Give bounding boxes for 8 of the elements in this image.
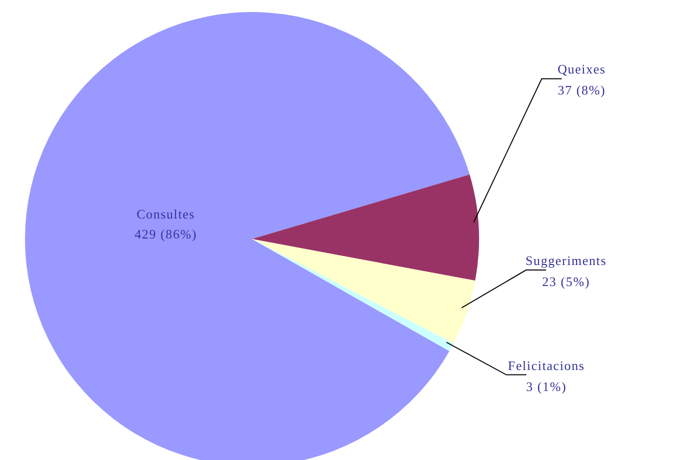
data-label: 23 (5%) (542, 274, 590, 290)
data-label: 3 (1%) (526, 378, 567, 394)
slice-label: Consultes (136, 206, 196, 222)
data-label: 429 (86%) (134, 226, 198, 242)
slice-label: Felicitacions (508, 358, 585, 373)
slice-label: Suggeriments (525, 253, 607, 268)
slice-label: Queixes (558, 62, 606, 77)
data-label: 37 (8%) (558, 82, 606, 98)
